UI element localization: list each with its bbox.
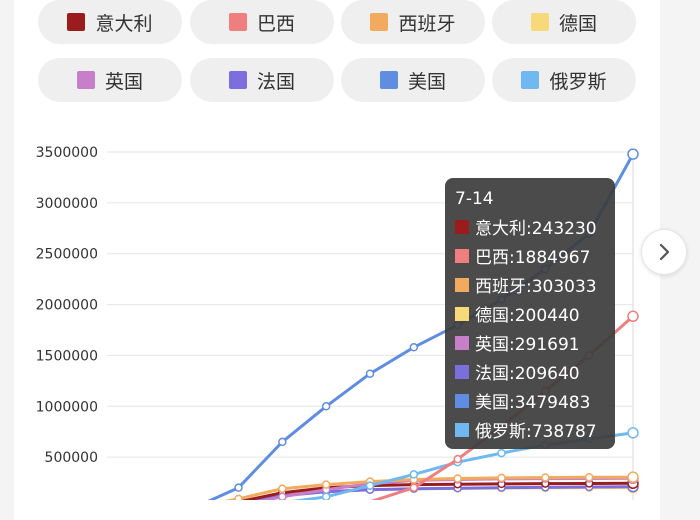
data-point [278,484,287,493]
tooltip-row: 西班牙:303033 [455,270,605,299]
data-point [409,343,419,352]
tooltip-row: 巴西:1884967 [455,241,605,270]
chevron-right-icon [659,243,670,261]
legend-item[interactable]: 西班牙 [341,0,485,44]
tooltip-swatch [455,364,469,379]
legend-swatch [67,13,86,31]
tooltip-row: 法国:209640 [455,357,605,386]
y-tick-label: 2000000 [36,298,98,314]
tooltip-swatch [455,277,469,292]
data-point [497,448,506,458]
tooltip-label: 西班牙:303033 [475,277,597,297]
data-point [234,483,243,492]
data-point [365,481,375,490]
tooltip-label: 法国:209640 [475,364,580,384]
legend-swatch [521,71,540,89]
tooltip-label: 俄罗斯:738787 [475,422,597,442]
legend-swatch [530,13,549,31]
data-point [321,480,331,489]
legend-swatch [228,13,247,31]
tooltip-title: 7-14 [455,189,494,209]
legend-label: 俄罗斯 [549,70,607,93]
tooltip-swatch [455,393,469,408]
data-point [627,310,639,323]
tooltip-label: 意大利:243230 [475,219,597,239]
legend-label: 美国 [407,70,446,93]
legend-item[interactable]: 意大利 [38,0,182,44]
legend-item[interactable]: 巴西 [190,0,334,44]
legend-item[interactable]: 法国 [190,58,334,102]
data-point [453,474,462,483]
tooltip-row: 英国:291691 [455,328,605,357]
legend-label: 巴西 [256,12,295,35]
data-point [497,473,506,483]
y-tick-label: 500000 [45,450,98,466]
legend-label: 英国 [104,70,143,93]
data-point [627,148,639,160]
tooltip-swatch [455,306,469,321]
data-point [453,454,462,464]
y-tick-label: 1500000 [36,348,98,364]
data-point [365,369,375,378]
data-point [409,483,419,492]
tooltip-label: 德国:200440 [475,306,580,326]
legend-item[interactable]: 美国 [341,58,485,102]
data-point [627,427,639,439]
legend-label: 法国 [256,70,295,93]
tooltip-row: 俄罗斯:738787 [455,415,605,444]
tooltip-swatch [455,422,469,437]
data-point [321,402,331,411]
tooltip-label: 巴西:1884967 [475,248,591,268]
legend-swatch [76,71,95,89]
data-point [541,473,550,482]
legend-label: 德国 [558,12,597,35]
legend-swatch [370,13,389,31]
legend-label: 西班牙 [398,12,456,35]
legend-swatch [379,71,398,89]
data-point [278,437,287,447]
legend-item[interactable]: 德国 [492,0,636,44]
tooltip-row: 德国:200440 [455,299,605,328]
tooltip-swatch [455,219,469,234]
data-point [234,494,243,500]
tooltip-label: 英国:291691 [475,335,580,355]
tooltip-swatch [455,248,469,263]
y-tick-label: 3000000 [36,196,98,212]
next-chart-button[interactable] [641,229,687,275]
tooltip-swatch [455,335,469,350]
data-point [627,471,639,483]
y-tick-label: 2500000 [36,247,98,263]
legend-label: 意大利 [95,12,153,35]
data-point [409,470,419,479]
tooltip-row: 意大利:243230 [455,212,605,241]
data-point [278,492,287,500]
data-point [584,473,594,482]
y-tick-label: 3500000 [36,145,98,161]
chart-tooltip: 7-14 意大利:243230 巴西:1884967 西班牙:303033 德国:20… [445,178,615,449]
tooltip-row: 美国:3479483 [455,386,605,415]
y-tick-label: 1000000 [36,399,98,415]
legend-item[interactable]: 俄罗斯 [492,58,636,102]
legend-item[interactable]: 英国 [38,58,182,102]
legend-swatch [228,71,247,89]
tooltip-label: 美国:3479483 [475,393,591,413]
data-point [321,492,331,500]
